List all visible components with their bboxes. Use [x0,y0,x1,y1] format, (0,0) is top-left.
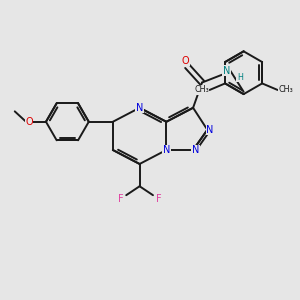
Text: F: F [155,194,161,204]
Text: H: H [237,73,243,82]
Text: N: N [223,66,230,76]
Text: F: F [118,194,124,204]
Text: N: N [163,145,170,155]
Text: N: N [206,125,213,135]
Text: O: O [25,117,33,127]
Text: N: N [192,145,199,155]
Text: CH₃: CH₃ [278,85,293,94]
Text: CH₃: CH₃ [194,85,209,94]
Text: N: N [136,103,143,113]
Text: O: O [182,56,190,66]
